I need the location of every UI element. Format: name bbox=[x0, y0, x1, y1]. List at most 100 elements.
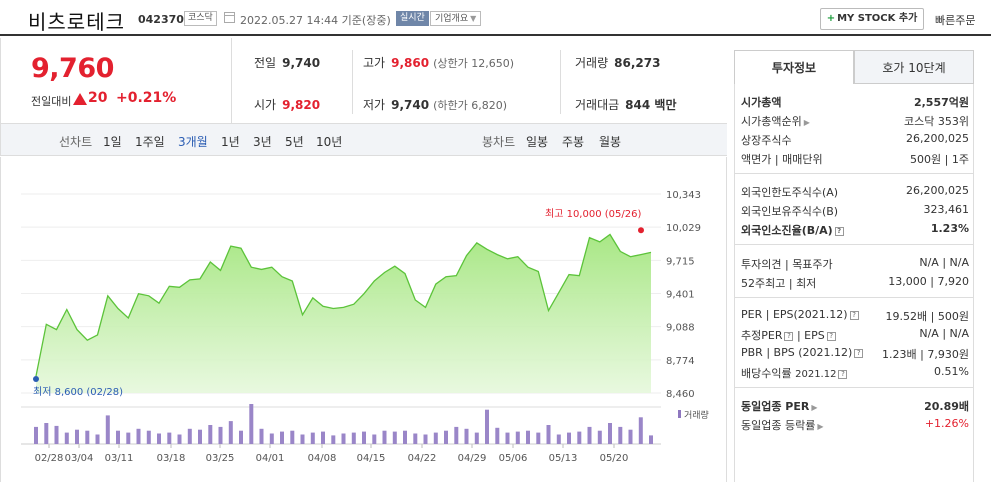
label-text: 매매단위 bbox=[782, 153, 823, 166]
volume-bar bbox=[485, 409, 489, 444]
volume-bar bbox=[167, 432, 172, 444]
volume-bar bbox=[239, 430, 243, 444]
value-text: 500원 bbox=[910, 153, 942, 166]
divider bbox=[735, 244, 973, 245]
volume-bar bbox=[638, 417, 643, 444]
label: 외국인소진율(B/A)? bbox=[741, 222, 844, 238]
label-text: 동일업종 PER bbox=[741, 400, 810, 413]
volume-bar bbox=[413, 433, 418, 444]
value: 코스닥 353위 bbox=[904, 115, 969, 128]
tab-daily-candle[interactable]: 일봉 bbox=[526, 135, 549, 149]
tab-5year[interactable]: 5년 bbox=[285, 135, 304, 149]
label: PER | EPS(2021.12)? bbox=[741, 308, 859, 321]
tab-weekly-candle[interactable]: 주봉 bbox=[562, 135, 585, 149]
tab-10year[interactable]: 10년 bbox=[316, 135, 343, 149]
row-est-per: 추정PER? | EPS? N/A | N/A bbox=[741, 327, 969, 343]
volume-bar bbox=[228, 421, 233, 444]
volume-bar bbox=[567, 432, 571, 444]
price-line bbox=[35, 233, 652, 377]
tab-3month[interactable]: 3개월 bbox=[178, 135, 208, 149]
price-panel: 9,760 전일대비 20 +0.21% bbox=[0, 38, 232, 124]
tab-3year[interactable]: 3년 bbox=[253, 135, 272, 149]
value-text: 7,920 bbox=[937, 275, 970, 288]
value-text: N/A bbox=[919, 327, 939, 340]
label-text: PER bbox=[741, 308, 763, 321]
tab-line-chart[interactable]: 선차트 bbox=[59, 135, 93, 149]
tab-1week[interactable]: 1주일 bbox=[135, 135, 165, 149]
stat-amount: 거래대금 844 백만 bbox=[575, 96, 676, 113]
max-price-label: 최고 10,000 (05/26) bbox=[545, 208, 641, 220]
x-tick-label: 03/11 bbox=[105, 453, 134, 464]
up-triangle-icon bbox=[73, 93, 87, 105]
x-tick-label: 02/28 bbox=[35, 453, 64, 464]
volume-bar bbox=[259, 428, 264, 444]
value-text: 1주 bbox=[951, 153, 969, 166]
tab-1day[interactable]: 1일 bbox=[103, 135, 122, 149]
label: 52주최고 | 최저 bbox=[741, 277, 817, 290]
min-price-label: 최저 8,600 (02/28) bbox=[33, 386, 123, 398]
x-tick-label: 04/01 bbox=[256, 453, 285, 464]
realtime-badge[interactable]: 실시간 bbox=[396, 11, 429, 26]
label-text: 목표주가 bbox=[792, 258, 833, 271]
tab-monthly-candle[interactable]: 월봉 bbox=[599, 135, 622, 149]
label[interactable]: 동일업종 등락률 ▶ bbox=[741, 417, 824, 433]
label: 상장주식수 bbox=[741, 134, 792, 147]
label: 외국인보유주식수(B) bbox=[741, 205, 839, 218]
label-text: 외국인소진율(B/A) bbox=[741, 224, 833, 237]
help-icon[interactable]: ? bbox=[826, 331, 836, 341]
value: 323,461 bbox=[923, 203, 970, 216]
volume-bar bbox=[577, 431, 582, 444]
volume-bar bbox=[433, 432, 438, 444]
help-icon[interactable]: ? bbox=[834, 226, 844, 236]
stock-name: 비츠로테크 bbox=[28, 10, 125, 34]
y-tick-label: 9,088 bbox=[666, 323, 695, 334]
volume-bar bbox=[587, 426, 592, 444]
volume-bar bbox=[597, 430, 602, 444]
volume-bar bbox=[341, 433, 346, 444]
volume-bar bbox=[628, 429, 633, 444]
stat-label: 저가 bbox=[363, 98, 386, 112]
row-cap-rank: 시가총액순위 ▶ 코스닥 353위 bbox=[741, 113, 969, 129]
company-info-dropdown[interactable]: 기업개요 ▼ bbox=[430, 11, 482, 26]
help-icon[interactable]: ? bbox=[854, 348, 864, 358]
volume-bar bbox=[331, 435, 336, 444]
volume-bar bbox=[536, 432, 541, 444]
stat-label: 거래대금 bbox=[575, 98, 620, 112]
stat-label: 전일 bbox=[254, 56, 277, 70]
volume-bar bbox=[64, 432, 69, 444]
tab-1year[interactable]: 1년 bbox=[221, 135, 240, 149]
value: 26,200,025 bbox=[906, 132, 969, 145]
row-foreign-limit: 외국인한도주식수(A) 26,200,025 bbox=[741, 184, 969, 200]
row-shares: 상장주식수 26,200,025 bbox=[741, 132, 969, 148]
label[interactable]: 동일업종 PER ▶ bbox=[741, 398, 818, 414]
volume-bar bbox=[269, 433, 274, 444]
volume-bar bbox=[454, 426, 459, 444]
tab-candle-chart[interactable]: 봉차트 bbox=[482, 135, 516, 149]
y-tick-label: 9,401 bbox=[666, 290, 695, 301]
help-icon[interactable]: ? bbox=[849, 310, 859, 320]
tab-orderbook[interactable]: 호가 10단계 bbox=[854, 50, 974, 84]
chevron-down-icon: ▼ bbox=[470, 14, 477, 23]
label[interactable]: 시가총액순위 ▶ bbox=[741, 113, 810, 129]
divider bbox=[735, 297, 973, 298]
help-icon[interactable]: ? bbox=[784, 331, 794, 341]
volume-bar bbox=[403, 430, 407, 444]
value-text: N/A bbox=[949, 256, 969, 269]
tab-investment-info[interactable]: 투자정보 bbox=[734, 50, 854, 84]
divider bbox=[560, 50, 561, 114]
volume-bar bbox=[85, 430, 90, 444]
volume-bar bbox=[464, 428, 469, 444]
add-mystock-button[interactable]: + MY STOCK 추가 bbox=[820, 8, 924, 30]
quick-order-link[interactable]: 빠른주문 bbox=[935, 14, 976, 27]
label: 시가총액 bbox=[741, 96, 782, 109]
help-icon[interactable]: ? bbox=[838, 369, 848, 379]
volume-legend-swatch bbox=[678, 410, 681, 418]
calendar-icon bbox=[224, 12, 235, 23]
stat-value: 86,273 bbox=[614, 56, 661, 70]
volume-legend-label: 거래량 bbox=[684, 409, 709, 421]
chart-tabs-bar: 선차트 1일 1주일 3개월 1년 3년 5년 10년 봉차트 일봉 주봉 월봉 bbox=[0, 124, 727, 156]
price-chart: 10,343 10,029 9,715 9,401 9,088 8,774 8,460 02… bbox=[21, 190, 709, 464]
row-sector-per: 동일업종 PER ▶ 20.89배 bbox=[741, 398, 969, 414]
row-pbr: PBR | BPS (2021.12)? 1.23배 | 7,930원 bbox=[741, 346, 969, 362]
y-tick-label: 10,343 bbox=[666, 190, 701, 201]
